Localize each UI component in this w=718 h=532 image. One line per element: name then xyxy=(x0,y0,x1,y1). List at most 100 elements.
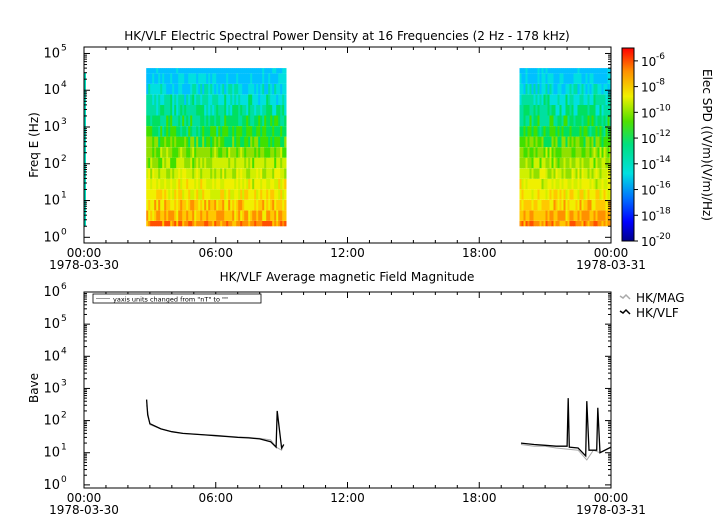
spectrogram-cell xyxy=(264,94,267,105)
spectrogram-cell xyxy=(599,210,602,221)
spectrogram-cell xyxy=(274,73,277,84)
spectrogram-cell xyxy=(170,126,173,137)
spectrogram-cell xyxy=(535,199,538,211)
spectrogram-cell xyxy=(162,126,165,137)
spectrogram-cell xyxy=(607,83,610,95)
spectrogram-cell xyxy=(521,210,524,221)
spectrogram-cell xyxy=(162,68,165,74)
spectrogram-cell xyxy=(166,83,169,95)
spectrogram-cell xyxy=(200,68,203,74)
spectrogram-cell xyxy=(234,68,237,74)
spectrogram-cell xyxy=(589,210,592,221)
spectrogram-cell xyxy=(525,157,528,169)
spectrogram-cell xyxy=(561,189,564,200)
spectrogram-cell xyxy=(264,126,267,137)
spectrogram-cell xyxy=(160,168,163,179)
spectrogram-cell xyxy=(170,94,173,105)
spectrogram-cell xyxy=(150,210,153,221)
spectrogram-cell xyxy=(218,94,221,105)
spectrogram-cell xyxy=(210,115,213,126)
spectrogram-cell xyxy=(541,105,544,116)
spectrogram-cell xyxy=(194,168,197,179)
spectrogram-cell xyxy=(278,83,281,95)
spectrogram-cell xyxy=(208,136,211,148)
spectrogram-ytick-exponent: 1 xyxy=(61,191,67,201)
spectrogram-cell xyxy=(545,115,548,126)
spectrogram-cell xyxy=(166,199,169,211)
spectrogram-cell xyxy=(226,221,229,227)
spectrogram-cell xyxy=(575,126,578,137)
spectrogram-cell xyxy=(262,83,265,95)
spectrogram-cell xyxy=(208,73,211,84)
spectrogram-cell xyxy=(164,68,167,74)
spectrogram-cell xyxy=(591,178,594,190)
spectrogram-cell xyxy=(232,73,235,84)
spectrogram-cell xyxy=(280,136,283,148)
spectrogram-cell xyxy=(230,115,233,126)
spectrogram-cell xyxy=(188,94,191,105)
spectrogram-cell xyxy=(170,199,173,211)
spectrogram-cell xyxy=(601,105,604,116)
spectrogram-cell xyxy=(190,189,193,200)
spectrogram-cell xyxy=(569,68,572,74)
spectrogram-cell xyxy=(521,115,524,126)
spectrogram-cell xyxy=(176,83,179,95)
spectrogram-cell xyxy=(587,210,590,221)
spectrogram-cell xyxy=(232,199,235,211)
spectrogram-cell xyxy=(258,105,261,116)
spectrogram-cell xyxy=(204,178,207,190)
spectrogram-cell xyxy=(609,105,611,116)
spectrogram-cell xyxy=(200,115,203,126)
spectrogram-cell xyxy=(214,210,217,221)
spectrogram-cell xyxy=(172,178,175,190)
spectrogram-cell xyxy=(519,157,522,169)
spectrogram-cell xyxy=(214,157,217,169)
spectrogram-cell xyxy=(553,68,556,74)
spectrogram-cell xyxy=(194,68,197,74)
spectrogram-cell xyxy=(605,68,608,74)
spectrogram-cell xyxy=(160,73,163,84)
spectrogram-cell xyxy=(246,147,249,158)
spectrogram-cell xyxy=(168,136,171,148)
spectrogram-cell xyxy=(242,115,245,126)
spectrogram-cell xyxy=(214,115,217,126)
spectrogram-cell xyxy=(244,178,247,190)
spectrogram-cell xyxy=(525,147,528,158)
spectrogram-cell xyxy=(282,83,285,95)
spectrogram-cell xyxy=(587,136,590,148)
spectrogram-cell xyxy=(192,94,195,105)
spectrogram-cell xyxy=(583,199,586,211)
spectrogram-cell xyxy=(565,115,568,126)
spectrogram-cell xyxy=(204,94,207,105)
spectrogram-cell xyxy=(535,210,538,221)
spectrogram-cell xyxy=(533,68,536,74)
spectrogram-cell xyxy=(591,73,594,84)
spectrogram-cell xyxy=(519,73,522,84)
spectrogram-cell xyxy=(260,105,263,116)
spectrogram-cell xyxy=(559,83,562,95)
colorbar-tick-label: 10 xyxy=(641,209,656,223)
spectrogram-cell xyxy=(170,178,173,190)
spectrogram-cell xyxy=(561,126,564,137)
spectrogram-cell xyxy=(184,136,187,148)
spectrogram-cell xyxy=(527,136,530,148)
spectrogram-cell xyxy=(186,199,189,211)
spectrogram-cell xyxy=(549,68,552,74)
spectrogram-cell xyxy=(581,105,584,116)
spectrogram-cell xyxy=(158,83,161,95)
spectrogram-cell xyxy=(250,126,253,137)
spectrogram-cell xyxy=(232,147,235,158)
spectrogram-cell xyxy=(537,199,540,211)
spectrogram-cell xyxy=(579,68,582,74)
spectrogram-cell xyxy=(212,168,215,179)
spectrogram-cell xyxy=(607,168,610,179)
spectrogram-cell xyxy=(543,105,546,116)
spectrogram-cell xyxy=(553,189,556,200)
spectrogram-cell xyxy=(567,221,570,227)
spectrogram-cell xyxy=(577,136,580,148)
spectrogram-cell xyxy=(222,115,225,126)
spectrogram-cell xyxy=(539,68,542,74)
spectrogram-cell xyxy=(148,73,151,84)
spectrogram-cell xyxy=(216,147,219,158)
spectrogram-cell xyxy=(178,126,181,137)
